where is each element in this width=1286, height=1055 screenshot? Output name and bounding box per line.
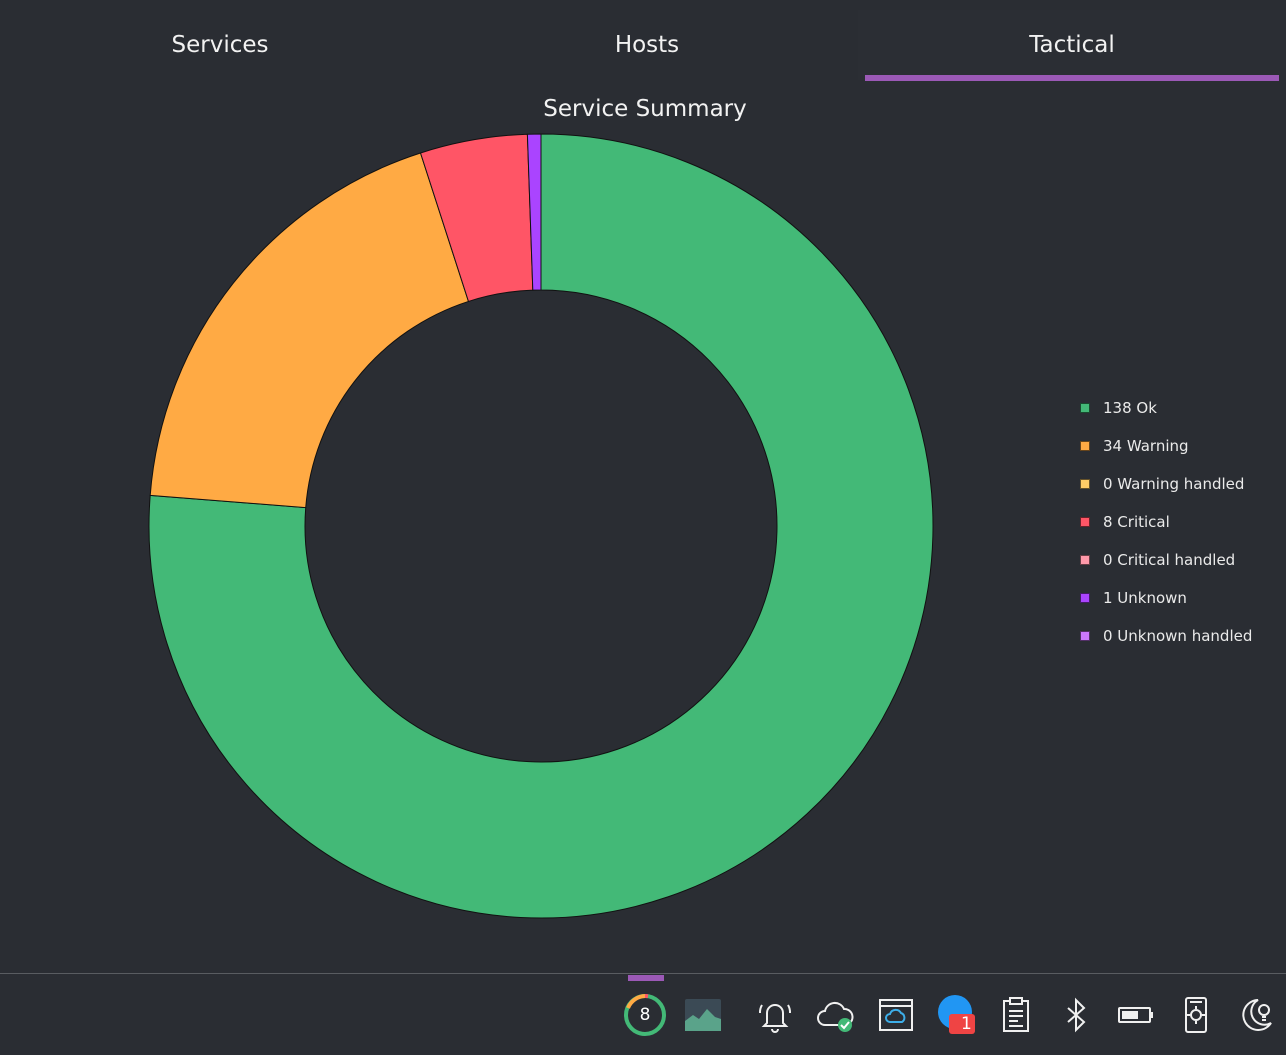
legend-item[interactable]: 0 Warning handled — [1080, 465, 1252, 503]
legend-swatch — [1080, 403, 1090, 413]
legend-item[interactable]: 138 Ok — [1080, 389, 1252, 427]
service-monitor-icon[interactable]: 8 — [624, 994, 666, 1036]
legend-swatch — [1080, 517, 1090, 527]
notification-badge: 1 — [961, 1014, 972, 1034]
legend-label: 138 Ok — [1103, 399, 1157, 417]
legend-label: 8 Critical — [1103, 513, 1170, 531]
active-tab-indicator — [865, 75, 1279, 81]
taskbar: 8 1 — [0, 973, 1286, 1055]
chart-legend: 138 Ok 34 Warning 0 Warning handled 8 Criti… — [1080, 389, 1252, 655]
legend-item[interactable]: 1 Unknown — [1080, 579, 1252, 617]
donut-slice-0[interactable] — [148, 133, 934, 919]
tray-active-indicator — [628, 975, 664, 981]
donut-slice-1[interactable] — [149, 152, 470, 509]
legend-label: 0 Critical handled — [1103, 551, 1236, 569]
legend-swatch — [1080, 593, 1090, 603]
bluetooth-icon[interactable] — [1055, 994, 1097, 1036]
tab-tactical[interactable]: Tactical — [858, 10, 1286, 80]
cloud-sync-icon[interactable] — [814, 994, 856, 1036]
legend-swatch — [1080, 631, 1090, 641]
legend-item[interactable]: 34 Warning — [1080, 427, 1252, 465]
legend-swatch — [1080, 479, 1090, 489]
legend-label: 0 Unknown handled — [1103, 627, 1253, 645]
legend-label: 0 Warning handled — [1103, 475, 1245, 493]
messenger-icon[interactable]: 1 — [935, 994, 977, 1036]
legend-item[interactable]: 8 Critical — [1080, 503, 1252, 541]
tab-hosts[interactable]: Hosts — [614, 32, 680, 58]
legend-item[interactable]: 0 Unknown handled — [1080, 617, 1252, 655]
system-monitor-icon[interactable] — [682, 994, 724, 1036]
notifications-icon[interactable] — [754, 994, 796, 1036]
legend-item[interactable]: 0 Critical handled — [1080, 541, 1252, 579]
device-settings-icon[interactable] — [1175, 994, 1217, 1036]
battery-icon[interactable] — [1115, 994, 1157, 1036]
night-light-icon[interactable] — [1235, 994, 1277, 1036]
service-count: 8 — [639, 1005, 651, 1025]
donut-chart — [148, 133, 934, 919]
legend-label: 34 Warning — [1103, 437, 1189, 455]
donut-slice-5[interactable] — [526, 133, 542, 291]
legend-label: 1 Unknown — [1103, 589, 1187, 607]
clipboard-icon[interactable] — [995, 994, 1037, 1036]
legend-swatch — [1080, 555, 1090, 565]
tab-bar: Services Hosts Tactical — [0, 0, 1286, 82]
window-cloud-icon[interactable] — [875, 994, 917, 1036]
tab-services[interactable]: Services — [171, 32, 269, 58]
chart-title: Service Summary — [543, 96, 747, 122]
legend-swatch — [1080, 441, 1090, 451]
